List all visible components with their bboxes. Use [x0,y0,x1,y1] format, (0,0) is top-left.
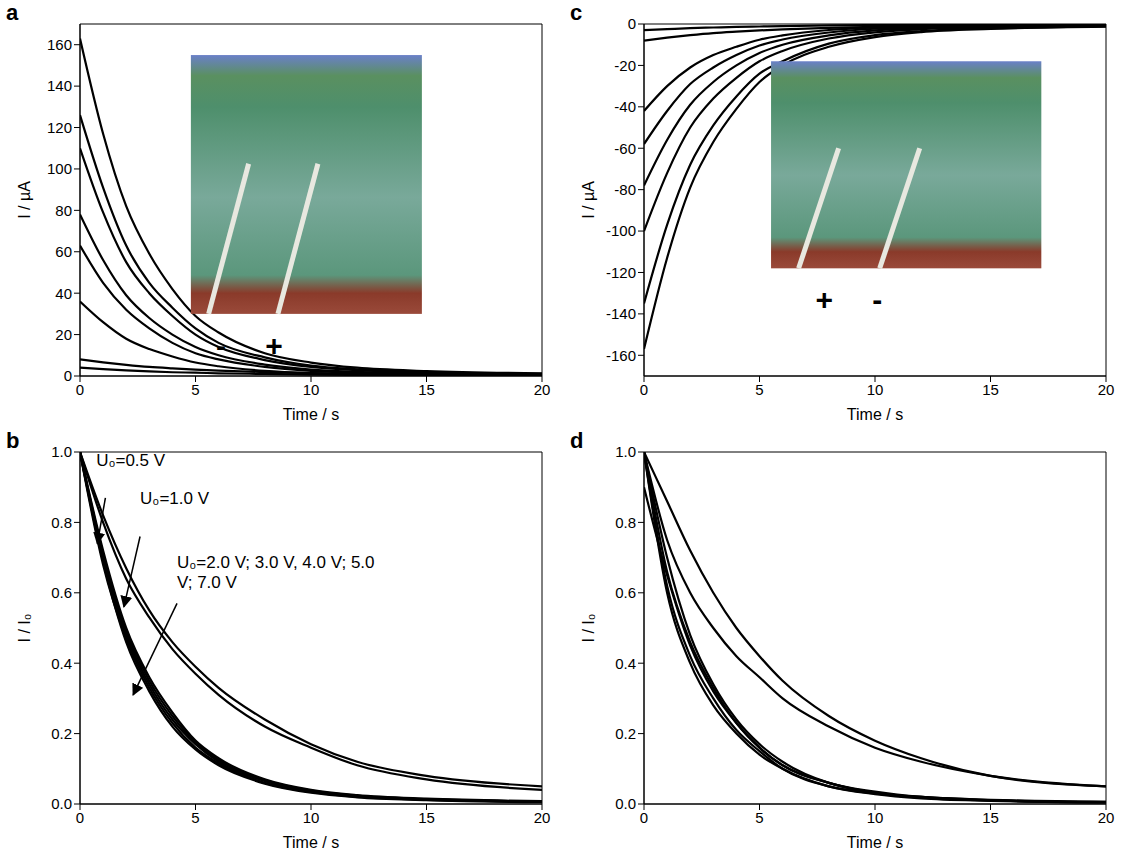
svg-text:0.6: 0.6 [615,584,636,601]
svg-text:0: 0 [64,367,72,384]
svg-text:0.2: 0.2 [51,725,72,742]
html-text:U₀=2.0 V; 3.0 V, 4.0 V; 5.0 V;: U₀=2.0 V; 3.0 V, 4.0 V; 5.0 V; 7.0 V [177,552,375,592]
svg-text:I / µA: I / µA [580,181,597,219]
svg-text:10: 10 [303,809,320,826]
html-text:U₀=0.5 V: U₀=0.5 V [96,450,166,470]
svg-text:0: 0 [628,15,636,32]
svg-text:10: 10 [303,381,320,398]
svg-text:40: 40 [55,285,72,302]
svg-text:-140: -140 [606,305,636,322]
svg-text:Time / s: Time / s [847,834,903,851]
svg-text:20: 20 [55,326,72,343]
svg-text:-160: -160 [606,347,636,364]
svg-text:0: 0 [640,809,648,826]
svg-text:140: 140 [47,77,72,94]
svg-text:5: 5 [191,381,199,398]
html-text:a: a [6,0,19,25]
svg-text:20: 20 [1098,809,1115,826]
svg-text:-80: -80 [614,181,636,198]
svg-text:1.0: 1.0 [615,443,636,460]
svg-text:160: 160 [47,36,72,53]
svg-text:I / I₀: I / I₀ [580,614,597,643]
svg-text:0.8: 0.8 [51,514,72,531]
svg-text:10: 10 [867,381,884,398]
svg-text:100: 100 [47,160,72,177]
svg-text:-20: -20 [614,57,636,74]
html-text:b: b [6,428,20,453]
svg-text:10: 10 [867,809,884,826]
svg-text:0.6: 0.6 [51,584,72,601]
svg-text:-100: -100 [606,222,636,239]
svg-text:0: 0 [76,381,84,398]
svg-text:0.2: 0.2 [615,725,636,742]
svg-text:15: 15 [982,381,999,398]
svg-text:-60: -60 [614,140,636,157]
html-text:c: c [570,0,583,25]
svg-text:5: 5 [755,809,763,826]
svg-text:0.4: 0.4 [51,655,72,672]
html-text:d: d [570,428,584,453]
svg-text:5: 5 [755,381,763,398]
svg-text:I / I₀: I / I₀ [16,614,33,643]
svg-text:0.4: 0.4 [615,655,636,672]
svg-text:80: 80 [55,202,72,219]
svg-text:-40: -40 [614,98,636,115]
svg-text:-120: -120 [606,264,636,281]
svg-text:Time / s: Time / s [283,834,339,851]
svg-text:1.0: 1.0 [51,443,72,460]
svg-text:15: 15 [982,809,999,826]
svg-text:15: 15 [418,809,435,826]
svg-text:0.8: 0.8 [615,514,636,531]
svg-text:15: 15 [418,381,435,398]
svg-text:60: 60 [55,243,72,260]
svg-text:0.0: 0.0 [51,795,72,812]
svg-text:0: 0 [76,809,84,826]
svg-text:Time / s: Time / s [283,406,339,423]
html-text:U₀=1.0 V: U₀=1.0 V [140,489,209,509]
svg-text:20: 20 [534,809,551,826]
svg-text:120: 120 [47,119,72,136]
svg-text:20: 20 [1098,381,1115,398]
svg-text:Time / s: Time / s [847,406,903,423]
svg-text:I / µA: I / µA [16,181,33,219]
svg-text:20: 20 [534,381,551,398]
svg-text:5: 5 [191,809,199,826]
svg-text:0.0: 0.0 [615,795,636,812]
svg-text:0: 0 [640,381,648,398]
